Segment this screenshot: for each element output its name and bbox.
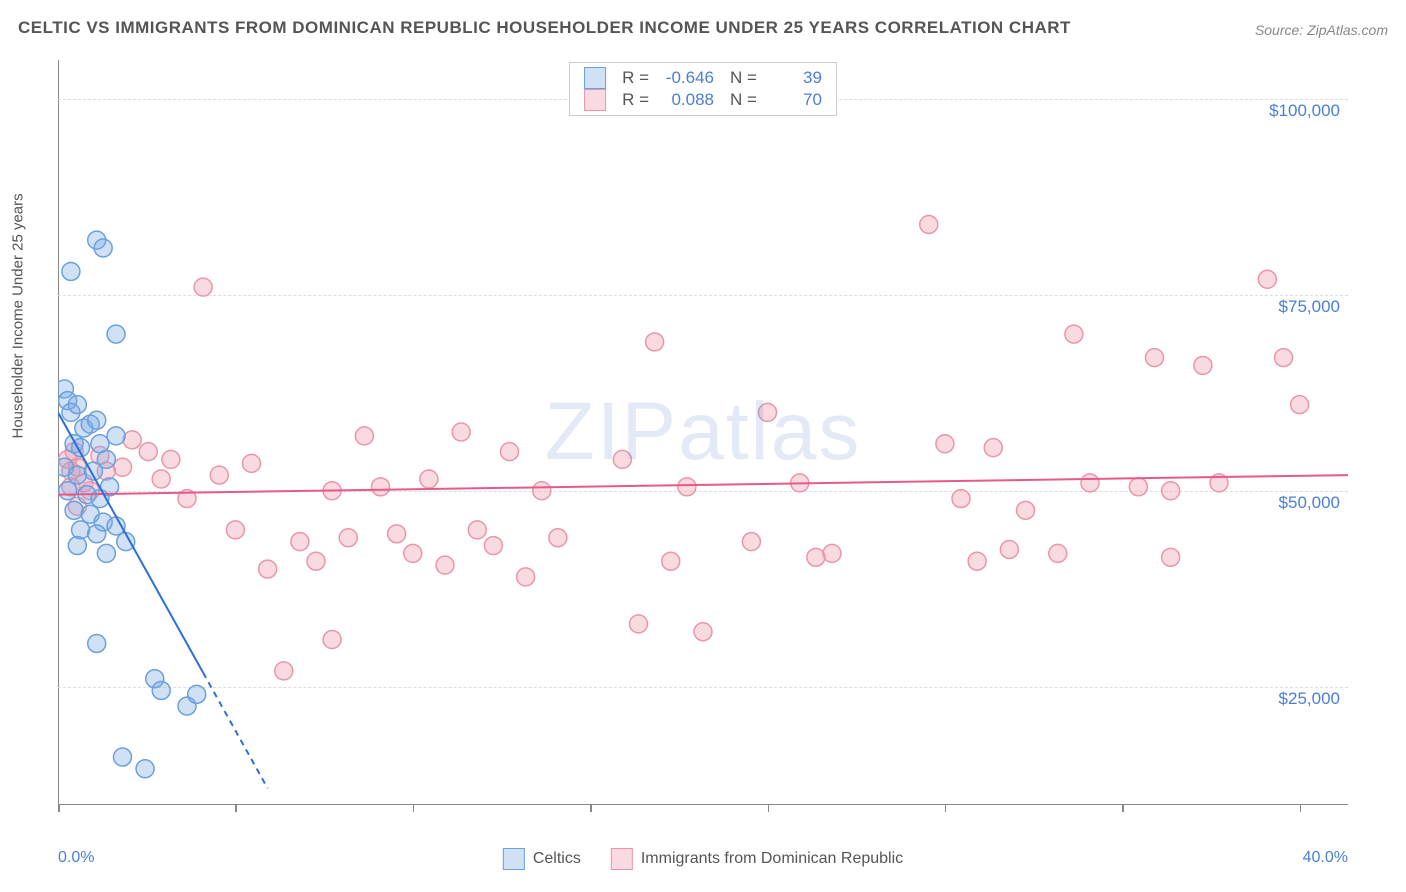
legend-immigrants: Immigrants from Dominican Republic (611, 848, 903, 870)
immigrants-swatch-icon (611, 848, 633, 870)
legend-stats-row-immigrants: R = 0.088 N = 70 (584, 89, 822, 111)
x-min-label: 0.0% (58, 849, 94, 867)
source-label: Source: ZipAtlas.com (1255, 22, 1388, 38)
chart-title: CELTIC VS IMMIGRANTS FROM DOMINICAN REPU… (18, 18, 1071, 38)
legend-celtics: Celtics (503, 848, 581, 870)
celtics-swatch-icon (503, 848, 525, 870)
x-max-label: 40.0% (1303, 849, 1348, 867)
celtics-swatch (584, 67, 606, 89)
legend-bottom: Celtics Immigrants from Dominican Republ… (503, 848, 903, 870)
y-axis-label: Householder Income Under 25 years (10, 193, 27, 438)
immigrants-swatch (584, 89, 606, 111)
plot-area: ZIPatlas $25,000$50,000$75,000$100,000 (58, 60, 1348, 805)
legend-stats-row-celtics: R = -0.646 N = 39 (584, 67, 822, 89)
legend-stats: R = -0.646 N = 39 R = 0.088 N = 70 (569, 62, 837, 116)
scatter-svg (58, 60, 1348, 804)
